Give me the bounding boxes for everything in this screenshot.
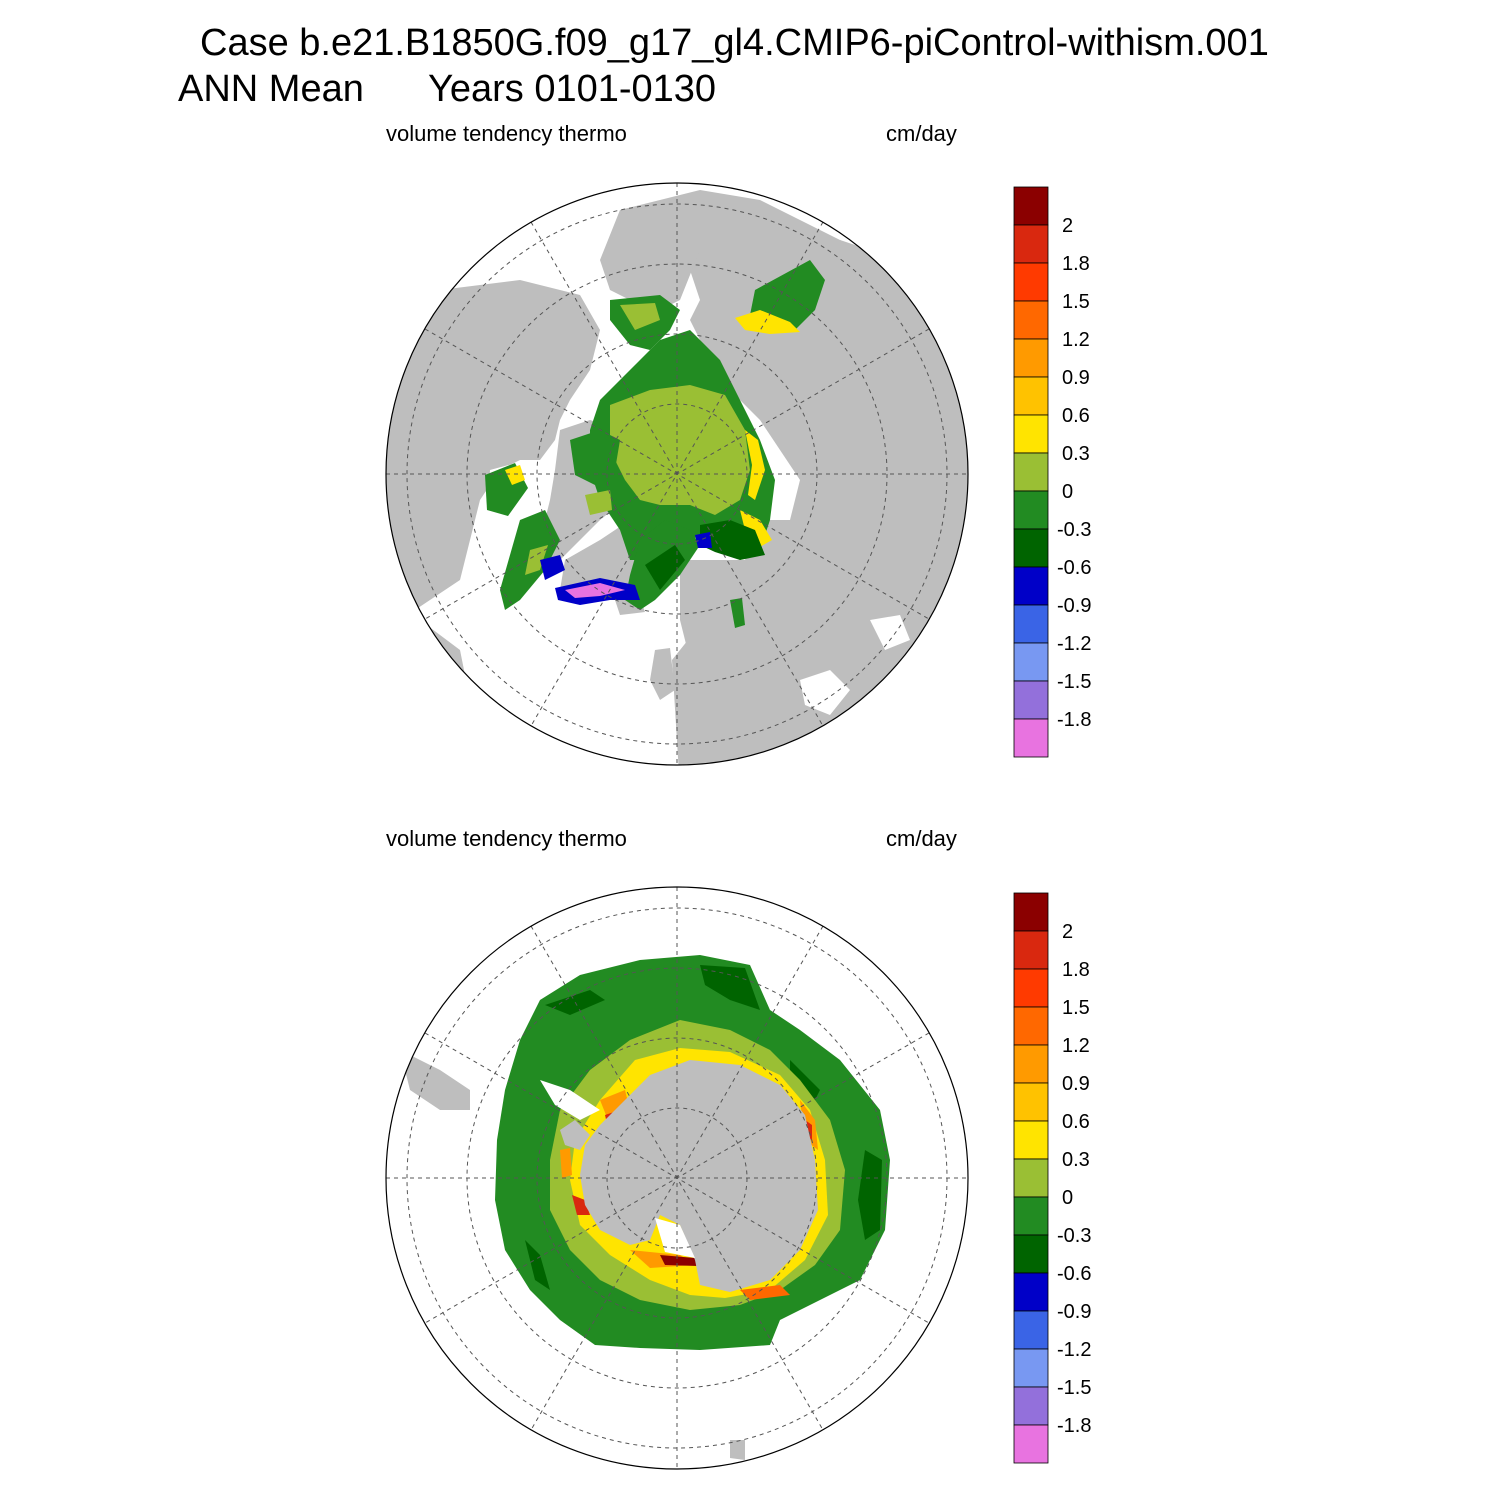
sh-colorbar-label: -1.8 — [1057, 1415, 1091, 1437]
sh-colorbar-label: 0.9 — [1062, 1073, 1090, 1095]
nh-colorbar-swatch — [1013, 452, 1049, 492]
nh-colorbar-swatch — [1013, 338, 1049, 378]
nh-colorbar-label: -0.6 — [1057, 557, 1091, 579]
sh-units-label: cm/day — [886, 826, 957, 851]
nh-colorbar-swatch — [1013, 490, 1049, 530]
sh-colorbar-label: 1.8 — [1062, 959, 1090, 981]
nh-colorbar-swatch — [1013, 376, 1049, 416]
nh-land — [386, 190, 968, 765]
sh-colorbar-label: 1.2 — [1062, 1035, 1090, 1057]
nh-colorbar-label: 0 — [1062, 481, 1073, 503]
sh-graticule — [386, 887, 968, 1469]
north-polar-map — [385, 182, 969, 766]
nh-colorbar-label: 0.3 — [1062, 443, 1090, 465]
sh-colorbar-swatch — [1013, 1196, 1049, 1236]
sh-colorbar-label: -1.2 — [1057, 1339, 1091, 1361]
sh-colorbar-swatch — [1013, 892, 1049, 932]
nh-colorbar-label: -0.3 — [1057, 519, 1091, 541]
sh-colorbar-swatch — [1013, 1424, 1049, 1464]
sh-colorbar-swatch — [1013, 1044, 1049, 1084]
sh-colorbar-swatch — [1013, 1120, 1049, 1160]
nh-colorbar-label: 2 — [1062, 215, 1073, 237]
sh-colorbar-swatch — [1013, 968, 1049, 1008]
nh-colorbar: 2 1.8 1.5 1.2 0.9 0.6 0.3 0 -0.3 -0.6 -0.9 -1.2 -1.5… — [1013, 186, 1091, 758]
sh-colorbar-swatch — [1013, 1234, 1049, 1274]
sh-variable-label: volume tendency thermo — [386, 826, 627, 851]
sh-colorbar-label: -0.3 — [1057, 1225, 1091, 1247]
nh-colorbar-label: -1.5 — [1057, 671, 1091, 693]
sh-colorbar-label: 0.3 — [1062, 1149, 1090, 1171]
nh-colorbar-label: 0.6 — [1062, 405, 1090, 427]
nh-units-label: cm/day — [886, 121, 957, 146]
sh-colorbar-swatch — [1013, 1272, 1049, 1312]
nh-colorbar-label: 1.8 — [1062, 253, 1090, 275]
sh-colorbar-label: 0 — [1062, 1187, 1073, 1209]
figure-title-case: Case b.e21.B1850G.f09_g17_gl4.CMIP6-piCo… — [200, 22, 1269, 64]
sh-colorbar-swatch — [1013, 1006, 1049, 1046]
south-polar-map — [385, 886, 969, 1470]
figure-title-mean: ANN Mean — [178, 68, 364, 110]
nh-colorbar-label: 1.5 — [1062, 291, 1090, 313]
nh-map-border — [385, 182, 969, 766]
nh-colorbar-swatch — [1013, 718, 1049, 758]
nh-colorbar-swatch — [1013, 680, 1049, 720]
sh-colorbar-swatch — [1013, 1386, 1049, 1426]
sh-colorbar-label: 2 — [1062, 921, 1073, 943]
figure-title-years: Years 0101-0130 — [428, 68, 717, 110]
nh-colorbar-swatch — [1013, 604, 1049, 644]
sh-colorbar-swatch — [1013, 1348, 1049, 1388]
sh-colorbar-swatch — [1013, 1082, 1049, 1122]
nh-colorbar-swatch — [1013, 528, 1049, 568]
sh-colorbar-label: 0.6 — [1062, 1111, 1090, 1133]
nh-colorbar-label: 0.9 — [1062, 367, 1090, 389]
nh-colorbar-swatch — [1013, 642, 1049, 682]
sh-colorbar: 2 1.8 1.5 1.2 0.9 0.6 0.3 0 -0.3 -0.6 -0.9 -1.2 -1.5… — [1013, 892, 1091, 1464]
sh-colorbar-swatch — [1013, 1310, 1049, 1350]
sh-colorbar-label: 1.5 — [1062, 997, 1090, 1019]
nh-colorbar-label: -1.8 — [1057, 709, 1091, 731]
nh-colorbar-swatch — [1013, 414, 1049, 454]
nh-variable-label: volume tendency thermo — [386, 121, 627, 146]
nh-colorbar-swatch — [1013, 186, 1049, 226]
sh-colorbar-swatch — [1013, 930, 1049, 970]
sh-colorbar-label: -0.9 — [1057, 1301, 1091, 1323]
nh-colorbar-label: 1.2 — [1062, 329, 1090, 351]
nh-colorbar-label: -0.9 — [1057, 595, 1091, 617]
sh-map-border — [385, 886, 969, 1470]
nh-colorbar-swatch — [1013, 262, 1049, 302]
sh-colorbar-label: -1.5 — [1057, 1377, 1091, 1399]
nh-colorbar-label: -1.2 — [1057, 633, 1091, 655]
nh-colorbar-swatch — [1013, 300, 1049, 340]
sh-colorbar-label: -0.6 — [1057, 1263, 1091, 1285]
nh-colorbar-swatch — [1013, 224, 1049, 264]
nh-graticule — [386, 183, 968, 765]
sh-colorbar-swatch — [1013, 1158, 1049, 1198]
nh-colorbar-swatch — [1013, 566, 1049, 606]
sh-antarctica — [580, 1060, 818, 1292]
